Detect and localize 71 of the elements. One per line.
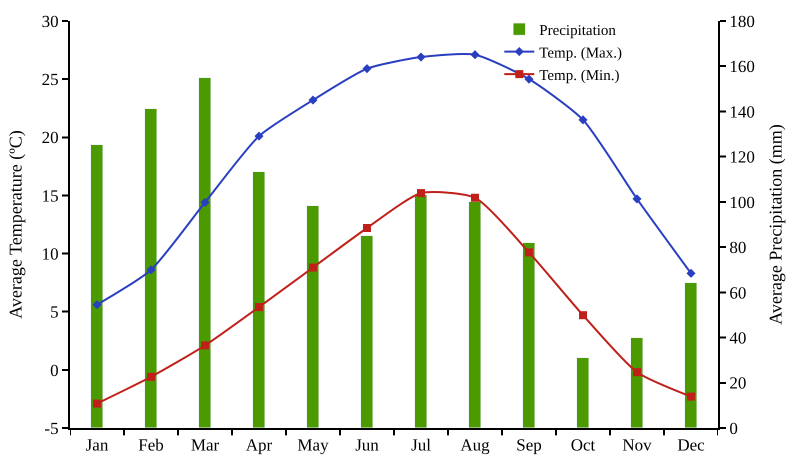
x-tick-label: Nov (622, 435, 652, 454)
point (579, 311, 587, 320)
y-tick-label: 25 (42, 70, 59, 90)
point (362, 64, 372, 74)
point (363, 224, 371, 232)
bar (468, 202, 481, 428)
bar (684, 282, 697, 428)
bar (630, 338, 643, 428)
y-tick-label: 20 (42, 128, 59, 148)
bar (252, 172, 265, 428)
y-tick-label: 30 (42, 12, 59, 31)
y-tick-label: 5 (50, 302, 59, 322)
point (309, 264, 317, 272)
point (200, 198, 210, 207)
point (254, 132, 264, 141)
y2-tick-label: 160 (729, 57, 755, 76)
point (470, 50, 480, 60)
y2-tick-label: 0 (729, 418, 738, 438)
y2-tick-label: 80 (729, 238, 746, 258)
bar (522, 242, 535, 428)
y2-tick-label: 40 (729, 328, 746, 348)
bar (90, 144, 103, 428)
y-tick-label: 0 (50, 360, 59, 380)
y2-tick-label: 180 (729, 12, 755, 31)
x-tick-label: Apr (246, 435, 273, 454)
y2-tick-label: 20 (729, 374, 746, 393)
y2-tick-label: 140 (729, 102, 755, 122)
bar (414, 194, 427, 428)
bar (576, 358, 589, 428)
bar (306, 206, 319, 428)
y-tick-label: 10 (42, 244, 59, 264)
x-tick-label: May (297, 435, 330, 454)
x-tick-label: Dec (677, 435, 706, 454)
point (201, 341, 209, 350)
y-tick-label: -5 (44, 418, 59, 438)
x-tick-label: Feb (138, 435, 164, 454)
y2-tick-label: 60 (729, 283, 746, 302)
point (255, 303, 263, 312)
y2-axis-title: Average Precipitation (mm) (766, 124, 786, 325)
legend-label: Temp. (Min.) (539, 68, 620, 84)
point (687, 392, 695, 401)
point (147, 372, 155, 381)
point (524, 74, 534, 84)
point (417, 189, 425, 198)
x-tick-label: Jul (411, 435, 432, 454)
x-tick-label: Mar (190, 435, 220, 454)
point (416, 52, 426, 62)
bar (360, 236, 373, 428)
point (308, 96, 318, 105)
x-tick-label: Jun (355, 435, 380, 454)
bar (144, 108, 157, 428)
bar (198, 78, 211, 428)
point (93, 400, 101, 408)
y-axis-title: Average Temperature (ºC) (5, 130, 26, 319)
x-tick-label: Aug (460, 435, 490, 454)
y2-tick-label: 100 (729, 192, 755, 212)
point (525, 248, 533, 256)
y-tick-label: 15 (42, 186, 59, 206)
legend-label: Precipitation (539, 22, 616, 39)
x-tick-label: Sep (516, 435, 542, 454)
point (471, 194, 479, 202)
point (92, 300, 102, 310)
point (632, 194, 642, 204)
point (146, 265, 156, 274)
point (633, 368, 641, 376)
point (686, 268, 696, 278)
point (578, 115, 588, 124)
y2-tick-label: 120 (729, 148, 755, 167)
x-tick-label: Jan (86, 435, 109, 454)
legend-label: Temp. (Max.) (539, 45, 622, 62)
x-tick-label: Oct (570, 435, 596, 454)
